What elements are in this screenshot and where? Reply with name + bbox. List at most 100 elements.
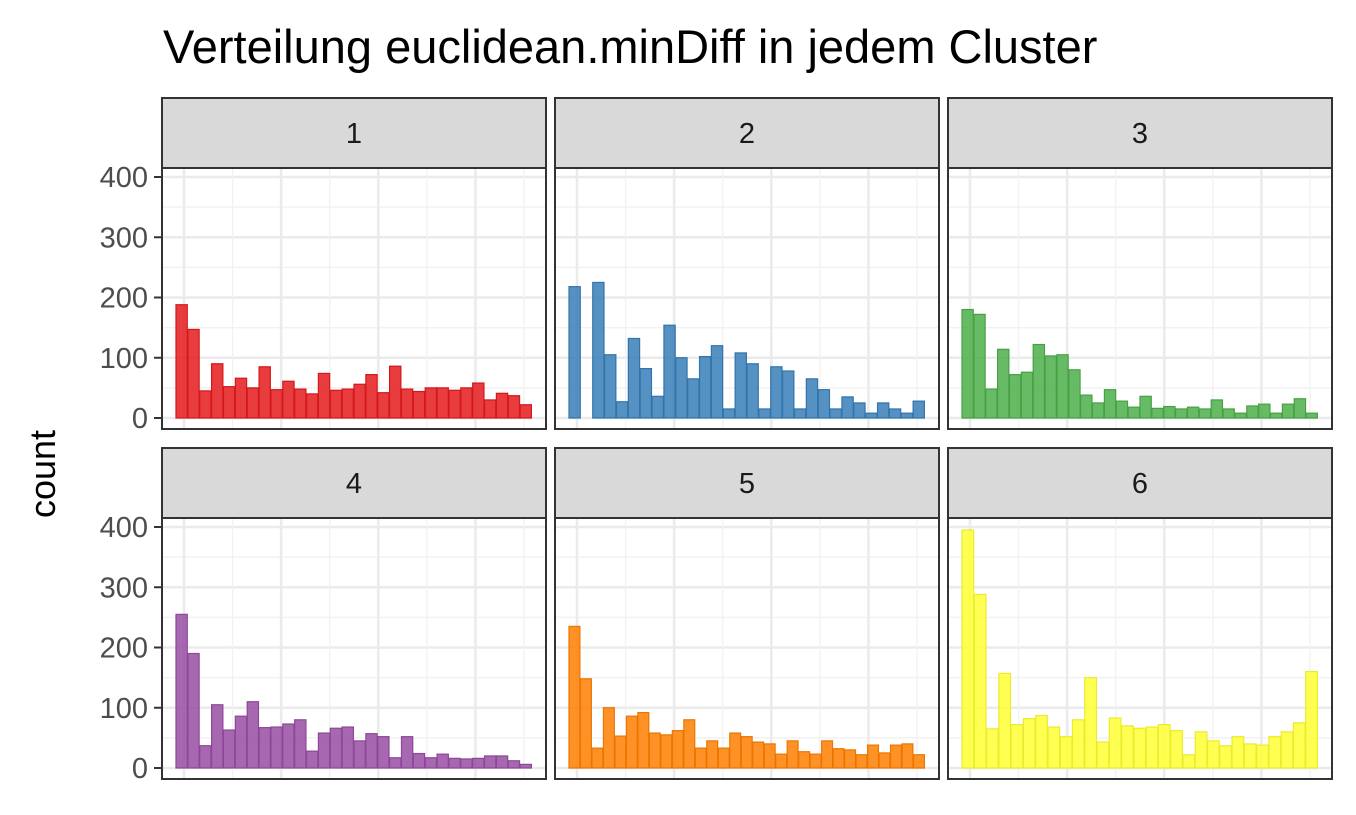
histogram-bar (1071, 719, 1085, 769)
histogram-bar (625, 715, 638, 769)
histogram-bar (472, 757, 485, 769)
histogram-bar (460, 387, 473, 419)
y-tick-label: 400 (100, 512, 148, 544)
histogram-bar (448, 389, 461, 419)
histogram-bar (1115, 400, 1129, 419)
histogram-bar (639, 368, 653, 419)
histogram-bar (1292, 722, 1306, 769)
histogram-bar (412, 752, 426, 769)
histogram-bar (683, 719, 696, 769)
histogram-bar (615, 401, 629, 419)
histogram-bar (448, 757, 461, 769)
bars (961, 529, 1318, 769)
y-tick-label: 200 (100, 283, 148, 315)
histogram-bar (199, 745, 212, 769)
histogram-bar (1133, 727, 1147, 769)
histogram-bar (1091, 402, 1105, 419)
histogram-bar (377, 736, 390, 769)
histogram-bar (1246, 405, 1259, 419)
histogram-bar (1163, 405, 1176, 419)
histogram-bar (507, 760, 521, 769)
histogram-bar (781, 370, 795, 419)
histogram-bar (998, 672, 1012, 769)
histogram-bar (770, 366, 783, 419)
y-axis: 0 100 200 300 400 (100, 162, 162, 435)
y-tick-label: 300 (100, 222, 148, 254)
histogram-bar (1305, 670, 1318, 769)
histogram-bar (1268, 736, 1282, 769)
histogram-bar (775, 753, 788, 769)
facet-label: 4 (346, 468, 362, 500)
histogram-bar (961, 308, 974, 419)
histogram-bar (568, 625, 581, 769)
histogram-bar (294, 719, 307, 769)
histogram-bar (412, 390, 426, 419)
facet-strip (947, 97, 1333, 169)
histogram-bar (389, 365, 402, 419)
y-axis: 0 100 200 300 400 (100, 512, 162, 785)
histogram-bar (1170, 730, 1183, 769)
histogram-bar (234, 715, 248, 769)
histogram-bar (519, 763, 533, 769)
histogram-bar (1194, 731, 1208, 769)
histogram-bar (758, 408, 771, 419)
facet-label: 6 (1132, 468, 1148, 500)
bars (175, 613, 533, 769)
y-tick-label: 100 (100, 693, 148, 725)
histogram-bar (793, 408, 807, 419)
histogram-bar (866, 744, 880, 769)
histogram-bar (1044, 355, 1057, 419)
histogram-bar (798, 751, 811, 769)
histogram-bar (341, 388, 355, 419)
bars (961, 308, 1319, 419)
histogram-bar (729, 732, 742, 769)
facet-panel-1: 1 0 100 200 300 400 (100, 97, 547, 435)
histogram-bar (763, 743, 776, 769)
histogram-bar (805, 378, 819, 419)
histogram-bar (400, 736, 414, 769)
histogram-bar (1186, 406, 1200, 419)
facet-label: 3 (1132, 118, 1148, 150)
histogram-bar (400, 388, 414, 419)
histogram-bar (1293, 398, 1307, 419)
histogram-bar (821, 740, 834, 769)
histogram-bar (341, 726, 355, 769)
histogram-bar (175, 613, 188, 769)
histogram-bar (1281, 403, 1295, 419)
y-tick-label: 300 (100, 572, 148, 604)
bars (175, 304, 533, 419)
histogram-bar (282, 380, 295, 419)
histogram-bar (855, 754, 868, 769)
histogram-bar (996, 348, 1010, 419)
histogram-bar (1022, 717, 1036, 769)
histogram-bar (648, 732, 661, 769)
histogram-bar (175, 304, 188, 419)
y-tick-label: 0 (132, 753, 148, 785)
histogram-bar (985, 388, 998, 419)
histogram-bar (1108, 717, 1122, 769)
histogram-bar (912, 400, 926, 419)
histogram-bar (483, 755, 497, 769)
histogram-bar (637, 711, 650, 769)
histogram-bar (1157, 724, 1171, 769)
histogram-bar (579, 678, 592, 769)
panel-border (947, 167, 1333, 430)
histogram-bar (329, 389, 343, 419)
histogram-bar (1127, 406, 1141, 419)
histogram-bar (222, 386, 236, 419)
histogram-bar (495, 392, 509, 419)
histogram-bar (740, 736, 753, 769)
chart-title: Verteilung euclidean.minDiff in jedem Cl… (163, 20, 1097, 73)
histogram-bar (472, 382, 485, 419)
y-tick-label: 100 (100, 343, 148, 375)
histogram-bar (853, 402, 866, 419)
histogram-bar (786, 740, 799, 769)
histogram-bar (614, 735, 627, 769)
histogram-bar (222, 729, 236, 769)
facet-panel-4: 4 0 100 200 300 400 (100, 447, 547, 785)
histogram-bar (365, 374, 378, 419)
histogram-bar (1182, 754, 1196, 769)
histogram-bar (1032, 343, 1046, 419)
histogram-bar (1151, 407, 1164, 419)
